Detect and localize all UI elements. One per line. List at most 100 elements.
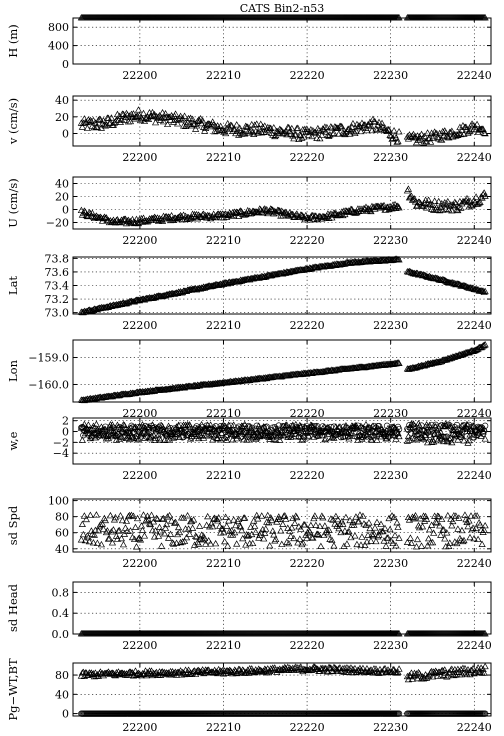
data-point-triangle [417,542,426,549]
data-point-triangle [448,127,456,134]
data-point-triangle [341,210,349,218]
data-point-circle [302,424,309,432]
panel-6: 22200 22210 22220 22230 22240 −4−202 w,e [6,415,492,482]
data-point-circle [310,422,318,430]
data-point-triangle [152,514,161,522]
x-tick-label: 22240 [457,234,492,247]
data-point-triangle [180,537,189,544]
x-tick-label: 22200 [122,151,157,164]
data-point-triangle [168,113,177,120]
data-point-circle [218,426,225,433]
data-point-triangle [321,213,329,220]
data-point-triangle [161,524,170,531]
data-point-triangle [316,522,324,530]
data-point-triangle [271,132,279,140]
data-point-triangle [378,203,386,210]
data-point-circle [409,421,416,429]
data-point-circle [126,429,133,437]
data-point-circle [239,430,246,437]
data-point-circle [370,422,378,430]
data-point-triangle [294,539,302,546]
data-point-triangle [417,130,426,138]
data-point-circle [98,428,105,435]
data-point-triangle [278,540,286,547]
data-point-triangle [322,664,330,672]
data-point-triangle [353,540,361,548]
data-point-triangle [241,514,249,521]
data-point-circle [327,423,335,431]
data-point-triangle [103,303,112,310]
x-tick-label: 22200 [122,469,157,482]
data-point-triangle [460,437,468,444]
data-point-triangle [393,518,401,526]
data-point-triangle [377,124,385,132]
data-point-circle [373,433,381,440]
data-point-triangle [443,529,451,536]
data-point-triangle [387,537,395,544]
data-point-triangle [339,211,347,219]
data-point-triangle [379,123,387,130]
data-point-triangle [133,670,142,677]
data-point-triangle [291,371,299,378]
data-point-triangle [170,519,179,526]
data-point-triangle [114,527,123,534]
data-point-triangle [226,125,234,132]
data-point-circle [360,425,368,433]
data-point-triangle [345,527,353,535]
data-point-triangle [321,123,329,130]
data-point-triangle [347,533,355,541]
data-point-triangle [445,206,453,213]
data-point-circle [432,421,439,428]
chart-title: CATS Bin2-n53 [240,2,325,15]
data-point-triangle [93,123,101,130]
data-point-circle [181,430,188,437]
data-point-circle [196,433,203,440]
data-point-triangle [261,122,269,129]
data-point-triangle [428,129,436,136]
data-point-triangle [324,529,332,537]
data-point-triangle [263,518,271,525]
data-point-triangle [155,523,164,530]
data-point-triangle [129,512,138,519]
data-point-triangle [87,117,95,125]
data-point-circle [388,423,396,431]
data-point-triangle [300,266,308,273]
data-point-triangle [351,532,359,539]
data-point-triangle [460,536,468,544]
y-tick-label: 73.0 [45,307,70,320]
data-point-triangle [412,543,421,550]
data-point-triangle [346,516,354,524]
data-point-triangle [395,203,403,211]
data-point-circle [164,432,171,440]
data-point-triangle [405,436,414,443]
data-point-circle [293,423,300,431]
data-point-triangle [415,363,424,370]
data-point-circle [395,710,403,717]
data-point-triangle [276,436,284,443]
data-point-triangle [394,137,402,145]
data-point-triangle [212,539,220,547]
x-tick-label: 22230 [373,469,408,482]
y-tick-label: 40 [55,543,69,556]
data-point-triangle [272,535,280,543]
y-tick-label: 20 [55,111,69,124]
data-point-triangle [111,513,120,521]
y-tick-label: 400 [48,40,69,53]
data-point-triangle [354,364,362,371]
data-point-triangle [478,540,486,547]
data-point-circle [365,426,373,433]
data-point-circle [173,428,180,435]
data-point-triangle [220,528,228,536]
data-point-triangle [180,112,189,119]
x-tick-label: 22220 [290,151,325,164]
data-point-circle [421,427,428,435]
plot-frame [72,581,492,635]
data-point-triangle [192,532,200,540]
data-point-triangle [230,516,238,523]
data-point-triangle [395,534,403,541]
data-point-triangle [407,539,416,547]
data-point-triangle [466,670,474,678]
y-tick-label: 0 [62,708,69,721]
data-point-triangle [364,531,372,538]
data-point-triangle [262,525,270,532]
